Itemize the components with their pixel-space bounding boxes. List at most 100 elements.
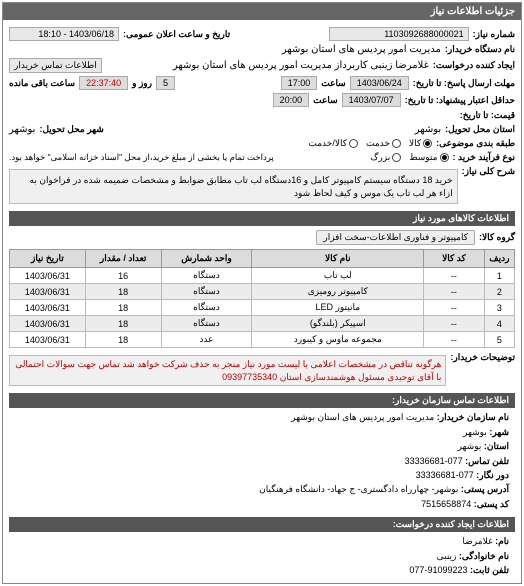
table-cell: 18	[85, 332, 161, 348]
org-phone-label: تلفن تماس:	[465, 456, 509, 466]
org-city: بوشهر	[463, 427, 487, 437]
days-remain-label: روز و	[132, 78, 152, 89]
time-label-1: ساعت	[321, 78, 346, 89]
table-cell: --	[424, 316, 485, 332]
org-name-label: نام سازمان خریدار:	[437, 412, 509, 422]
p-surname-label: نام خانوادگی:	[459, 551, 509, 561]
radio-circle-icon	[349, 139, 358, 148]
table-header: کد کالا	[424, 250, 485, 268]
radio-medium-label: متوسط	[409, 152, 437, 163]
radio-large-label: بزرگ	[370, 152, 390, 163]
table-cell: کامپیوتر رومیزی	[252, 284, 424, 300]
table-cell: 16	[85, 268, 161, 284]
delivery-place-label: استان محل تحویل:	[445, 124, 515, 135]
budget-radio-group: کالا خدمت کالا/خدمت	[308, 138, 432, 149]
public-date-field: 1403/06/18 - 18:10	[9, 27, 119, 41]
radio-circle-icon	[440, 153, 449, 162]
org-phone: 077-33336681	[405, 456, 463, 466]
process-label: نوع فرآیند خرید :	[453, 152, 516, 163]
org-address: بوشهر- چهارراه دادگستری- ج جهاد- دانشگاه…	[259, 484, 458, 494]
buyer-name: مدیریت امور پردیس های استان بوشهر	[282, 44, 441, 55]
p-surname: زینبی	[437, 551, 457, 561]
radio-both[interactable]: کالا/خدمت	[308, 138, 358, 149]
org-postal: 7515658874	[421, 499, 471, 509]
table-cell: --	[424, 284, 485, 300]
process-note: پرداخت تمام یا بخشی از مبلغ خرید،از محل …	[9, 152, 274, 163]
table-cell: 1	[484, 268, 514, 284]
ref-no-field: 1103092688000021	[329, 27, 469, 41]
city-label: شهر محل تحویل:	[39, 124, 103, 135]
radio-kala[interactable]: کالا	[409, 138, 432, 149]
table-header: نام کالا	[252, 250, 424, 268]
buyer-contact-button[interactable]: اطلاعات تماس خریدار	[9, 58, 102, 73]
deadline-label: مهلت ارسال پاسخ: تا تاریخ:	[413, 78, 515, 89]
goods-table: ردیفکد کالانام کالاواحد شمارشتعداد / مقد…	[9, 249, 515, 348]
table-cell: مجموعه ماوس و کیبورد	[252, 332, 424, 348]
table-row: 4--اسپیکر (بلندگو)دستگاه181403/06/31	[10, 316, 515, 332]
table-cell: دستگاه	[161, 316, 252, 332]
delivery-date: 1403/07/07	[342, 93, 401, 107]
org-name: مدیریت امور پردیس های استان بوشهر	[291, 412, 434, 422]
delivery-label: حداقل اعتبار پیشنهاد: تا تاریخ:	[405, 95, 515, 106]
budget-label: طبقه بندی موضوعی:	[436, 138, 515, 149]
table-cell: دستگاه	[161, 300, 252, 316]
radio-kala-label: کالا	[409, 138, 421, 149]
radio-khedmat-label: خدمت	[366, 138, 390, 149]
time-label-2: ساعت	[313, 95, 338, 106]
table-cell: دستگاه	[161, 268, 252, 284]
org-fax-label: دور نگار:	[476, 470, 509, 480]
table-cell: 1403/06/31	[10, 332, 86, 348]
table-cell: 1403/06/31	[10, 284, 86, 300]
table-cell: اسپیکر (بلندگو)	[252, 316, 424, 332]
process-radio-group: متوسط بزرگ	[370, 152, 448, 163]
need-desc: خرید 18 دستگاه سیستم کامپیوتر کامل و 16د…	[9, 169, 458, 204]
table-cell: دستگاه	[161, 284, 252, 300]
table-cell: 2	[484, 284, 514, 300]
org-province-label: استان:	[484, 441, 509, 451]
table-cell: 5	[484, 332, 514, 348]
time-remain: 22:37:40	[79, 76, 128, 90]
group-pill: کامپیوتر و فناوری اطلاعات-سخت افزار	[316, 230, 475, 245]
notes-label: توضیحات خریدار:	[450, 352, 515, 363]
table-header: تاریخ نیاز	[10, 250, 86, 268]
radio-khedmat[interactable]: خدمت	[366, 138, 401, 149]
table-cell: مانیتور LED	[252, 300, 424, 316]
radio-circle-icon	[392, 153, 401, 162]
price-label: قیمت: تا تاریخ:	[460, 110, 515, 121]
delivery-place: بوشهر	[415, 124, 441, 135]
group-label: گروه کالا:	[479, 232, 515, 243]
org-address-label: آدرس پستی:	[461, 484, 509, 494]
org-fax: 077-33336681	[416, 470, 474, 480]
p-phone: 91099223-077	[409, 565, 467, 575]
p-name: غلامرضا	[462, 536, 492, 546]
org-postal-label: کد پستی:	[474, 499, 509, 509]
requester-label: ایجاد کننده درخواست:	[433, 60, 515, 71]
radio-both-label: کالا/خدمت	[308, 138, 347, 149]
table-cell: 4	[484, 316, 514, 332]
table-row: 1--لب تابدستگاه161403/06/31	[10, 268, 515, 284]
table-cell: --	[424, 300, 485, 316]
radio-medium[interactable]: متوسط	[409, 152, 448, 163]
org-province: بوشهر	[458, 441, 482, 451]
city: بوشهر	[9, 124, 35, 135]
ref-no-label: شماره نیاز:	[473, 29, 515, 40]
table-cell: 18	[85, 316, 161, 332]
table-header: واحد شمارش	[161, 250, 252, 268]
org-city-label: شهر:	[489, 427, 509, 437]
buyer-name-label: نام دستگاه خریدار:	[445, 44, 515, 55]
table-row: 3--مانیتور LEDدستگاه181403/06/31	[10, 300, 515, 316]
table-cell: 1403/06/31	[10, 300, 86, 316]
table-cell: 18	[85, 284, 161, 300]
requester: غلامرضا زینبی کاربرداز مدیریت امور پردیس…	[173, 60, 429, 71]
need-desc-label: شرح کلی نیاز:	[462, 166, 515, 177]
notes: هرگونه تناقض در مشخصات اعلامی با لیست مو…	[9, 355, 446, 386]
p-phone-label: تلفن ثابت:	[470, 565, 509, 575]
table-cell: عدد	[161, 332, 252, 348]
table-header: ردیف	[484, 250, 514, 268]
time-remain-label: ساعت باقی مانده	[9, 78, 75, 89]
table-cell: 1403/06/31	[10, 268, 86, 284]
person-header: اطلاعات ایجاد کننده درخواست:	[9, 517, 515, 532]
radio-circle-icon	[392, 139, 401, 148]
table-row: 2--کامپیوتر رومیزیدستگاه181403/06/31	[10, 284, 515, 300]
radio-large[interactable]: بزرگ	[370, 152, 401, 163]
